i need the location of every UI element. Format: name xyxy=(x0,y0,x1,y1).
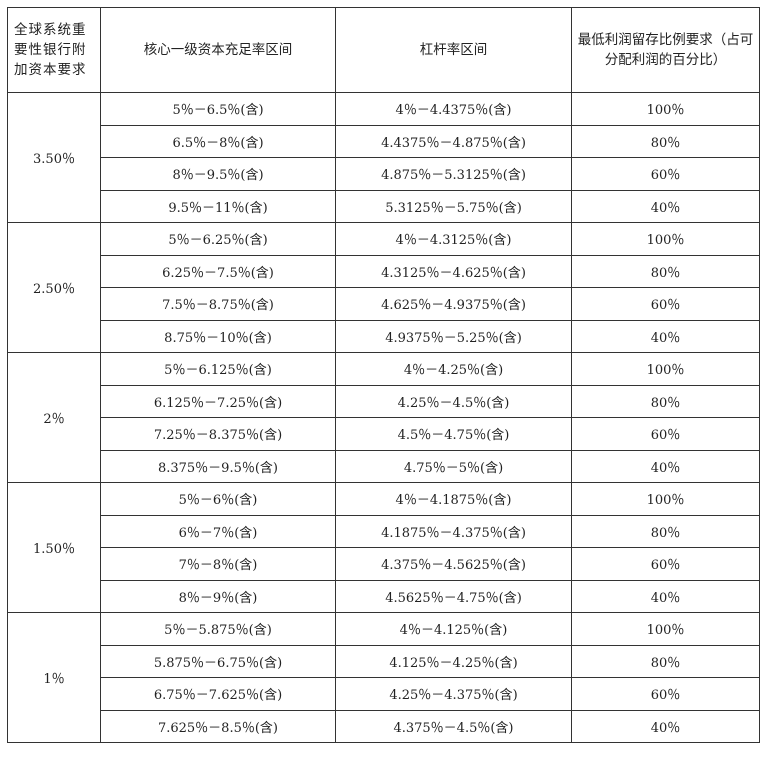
surcharge-cell: 2.50％ xyxy=(7,222,101,353)
retention-ratio-cell: 100％ xyxy=(571,482,760,516)
cet1-range-cell: 5％－6.125％(含) xyxy=(100,352,336,386)
table-row: 2.50％ 5％－6.25％(含) 4％－4.3125％(含) 100％ xyxy=(7,222,760,353)
retention-ratio-cell: 100％ xyxy=(571,612,760,646)
leverage-range-cell: 4.5％－4.75％(含) xyxy=(335,417,572,451)
retention-ratio-cell: 60％ xyxy=(571,287,760,321)
table-row: 8％－9.5％(含) 4.875％－5.3125％(含) 60％ xyxy=(8,157,760,191)
table-row: 5.875％－6.75％(含) 4.125％－4.25％(含) 80％ xyxy=(8,644,760,678)
retention-ratio-cell: 80％ xyxy=(571,254,760,288)
table-row: 3.50％ 5％－6.5％(含) 4％－4.4375％(含) 100％ xyxy=(7,92,760,223)
retention-ratio-cell: 60％ xyxy=(571,417,760,451)
leverage-range-cell: 4.75％－5％(含) xyxy=(335,449,572,483)
table-row: 9.5％－11％(含) 5.3125％－5.75％(含) 40％ xyxy=(8,189,760,223)
retention-ratio-cell: 40％ xyxy=(571,709,760,743)
retention-ratio-cell: 80％ xyxy=(571,644,760,678)
retention-ratio-cell: 60％ xyxy=(571,547,760,581)
cet1-range-cell: 7.25％－8.375％(含) xyxy=(100,417,336,451)
retention-ratio-cell: 80％ xyxy=(571,384,760,418)
retention-ratio-cell: 40％ xyxy=(571,449,760,483)
retention-ratio-cell: 100％ xyxy=(571,352,760,386)
retention-ratio-cell: 80％ xyxy=(571,514,760,548)
surcharge-cell: 1.50％ xyxy=(7,482,101,613)
table-row: 2％ 5％－6.125％(含) 4％－4.25％(含) 100％ xyxy=(7,352,760,483)
cet1-range-cell: 6.5％－8％(含) xyxy=(100,124,336,158)
header-min-retention: 最低利润留存比例要求（占可分配利润的百分比） xyxy=(571,7,760,93)
cet1-range-cell: 8.375％－9.5％(含) xyxy=(100,449,336,483)
table-row: 6％－7％(含) 4.1875％－4.375％(含) 80％ xyxy=(8,514,760,548)
retention-ratio-cell: 40％ xyxy=(571,189,760,223)
retention-ratio-cell: 100％ xyxy=(571,92,760,126)
leverage-range-cell: 4.4375％－4.875％(含) xyxy=(335,124,572,158)
leverage-range-cell: 4.3125％－4.625％(含) xyxy=(335,254,572,288)
cet1-range-cell: 9.5％－11％(含) xyxy=(100,189,336,223)
table-row: 7.25％－8.375％(含) 4.5％－4.75％(含) 60％ xyxy=(8,417,760,451)
retention-ratio-cell: 40％ xyxy=(571,579,760,613)
retention-ratio-cell: 60％ xyxy=(571,677,760,711)
cet1-range-cell: 6.25％－7.5％(含) xyxy=(100,254,336,288)
retention-ratio-cell: 80％ xyxy=(571,124,760,158)
cet1-range-cell: 8.75％－10％(含) xyxy=(100,319,336,353)
table-row: 8％－9％(含) 4.5625％－4.75％(含) 40％ xyxy=(8,579,760,613)
surcharge-cell: 1％ xyxy=(7,612,101,743)
leverage-range-cell: 4％－4.1875％(含) xyxy=(335,482,572,516)
header-row: 全球系统重要性银行附加资本要求 核心一级资本充足率区间 杠杆率区间 最低利润留存… xyxy=(7,7,760,93)
cet1-range-cell: 7.625％－8.5％(含) xyxy=(100,709,336,743)
leverage-range-cell: 4.375％－4.5％(含) xyxy=(335,709,572,743)
cet1-range-cell: 7.5％－8.75％(含) xyxy=(100,287,336,321)
leverage-range-cell: 4.375％－4.5625％(含) xyxy=(335,547,572,581)
leverage-range-cell: 4.625％－4.9375％(含) xyxy=(335,287,572,321)
leverage-range-cell: 4.5625％－4.75％(含) xyxy=(335,579,572,613)
cet1-range-cell: 5％－6.5％(含) xyxy=(100,92,336,126)
cet1-range-cell: 6.125％－7.25％(含) xyxy=(100,384,336,418)
surcharge-cell: 2％ xyxy=(7,352,101,483)
table-row: 1.50％ 5％－6％(含) 4％－4.1875％(含) 100％ xyxy=(7,482,760,613)
cet1-range-cell: 5.875％－6.75％(含) xyxy=(100,644,336,678)
leverage-range-cell: 4.875％－5.3125％(含) xyxy=(335,157,572,191)
leverage-range-cell: 4.1875％－4.375％(含) xyxy=(335,514,572,548)
table-row: 7.625％－8.5％(含) 4.375％－4.5％(含) 40％ xyxy=(8,709,760,743)
header-gsib-surcharge: 全球系统重要性银行附加资本要求 xyxy=(7,7,101,93)
leverage-range-cell: 4.25％－4.375％(含) xyxy=(335,677,572,711)
leverage-range-cell: 5.3125％－5.75％(含) xyxy=(335,189,572,223)
leverage-range-cell: 4％－4.125％(含) xyxy=(335,612,572,646)
leverage-range-cell: 4.9375％－5.25％(含) xyxy=(335,319,572,353)
leverage-range-cell: 4％－4.25％(含) xyxy=(335,352,572,386)
leverage-range-cell: 4.25％－4.5％(含) xyxy=(335,384,572,418)
table-row: 7.5％－8.75％(含) 4.625％－4.9375％(含) 60％ xyxy=(8,287,760,321)
retention-ratio-cell: 100％ xyxy=(571,222,760,256)
table-row: 6.5％－8％(含) 4.4375％－4.875％(含) 80％ xyxy=(8,124,760,158)
header-cet1-range: 核心一级资本充足率区间 xyxy=(100,7,336,93)
cet1-range-cell: 8％－9％(含) xyxy=(100,579,336,613)
cet1-range-cell: 6.75％－7.625％(含) xyxy=(100,677,336,711)
table-row: 1％ 5％－5.875％(含) 4％－4.125％(含) 100％ xyxy=(7,612,760,743)
cet1-range-cell: 5％－6.25％(含) xyxy=(100,222,336,256)
table-row: 6.125％－7.25％(含) 4.25％－4.5％(含) 80％ xyxy=(8,384,760,418)
leverage-range-cell: 4.125％－4.25％(含) xyxy=(335,644,572,678)
table-row: 6.25％－7.5％(含) 4.3125％－4.625％(含) 80％ xyxy=(8,254,760,288)
retention-ratio-cell: 40％ xyxy=(571,319,760,353)
cet1-range-cell: 5％－5.875％(含) xyxy=(100,612,336,646)
table-row: 8.375％－9.5％(含) 4.75％－5％(含) 40％ xyxy=(8,449,760,483)
surcharge-cell: 3.50％ xyxy=(7,92,101,223)
cet1-range-cell: 7％－8％(含) xyxy=(100,547,336,581)
leverage-range-cell: 4％－4.3125％(含) xyxy=(335,222,572,256)
table-row: 7％－8％(含) 4.375％－4.5625％(含) 60％ xyxy=(8,547,760,581)
cet1-range-cell: 6％－7％(含) xyxy=(100,514,336,548)
header-leverage-range: 杠杆率区间 xyxy=(335,7,572,93)
cet1-range-cell: 8％－9.5％(含) xyxy=(100,157,336,191)
table-row: 8.75％－10％(含) 4.9375％－5.25％(含) 40％ xyxy=(8,319,760,353)
retention-ratio-cell: 60％ xyxy=(571,157,760,191)
capital-requirements-table: 全球系统重要性银行附加资本要求 核心一级资本充足率区间 杠杆率区间 最低利润留存… xyxy=(7,7,760,743)
leverage-range-cell: 4％－4.4375％(含) xyxy=(335,92,572,126)
cet1-range-cell: 5％－6％(含) xyxy=(100,482,336,516)
table-row: 6.75％－7.625％(含) 4.25％－4.375％(含) 60％ xyxy=(8,677,760,711)
